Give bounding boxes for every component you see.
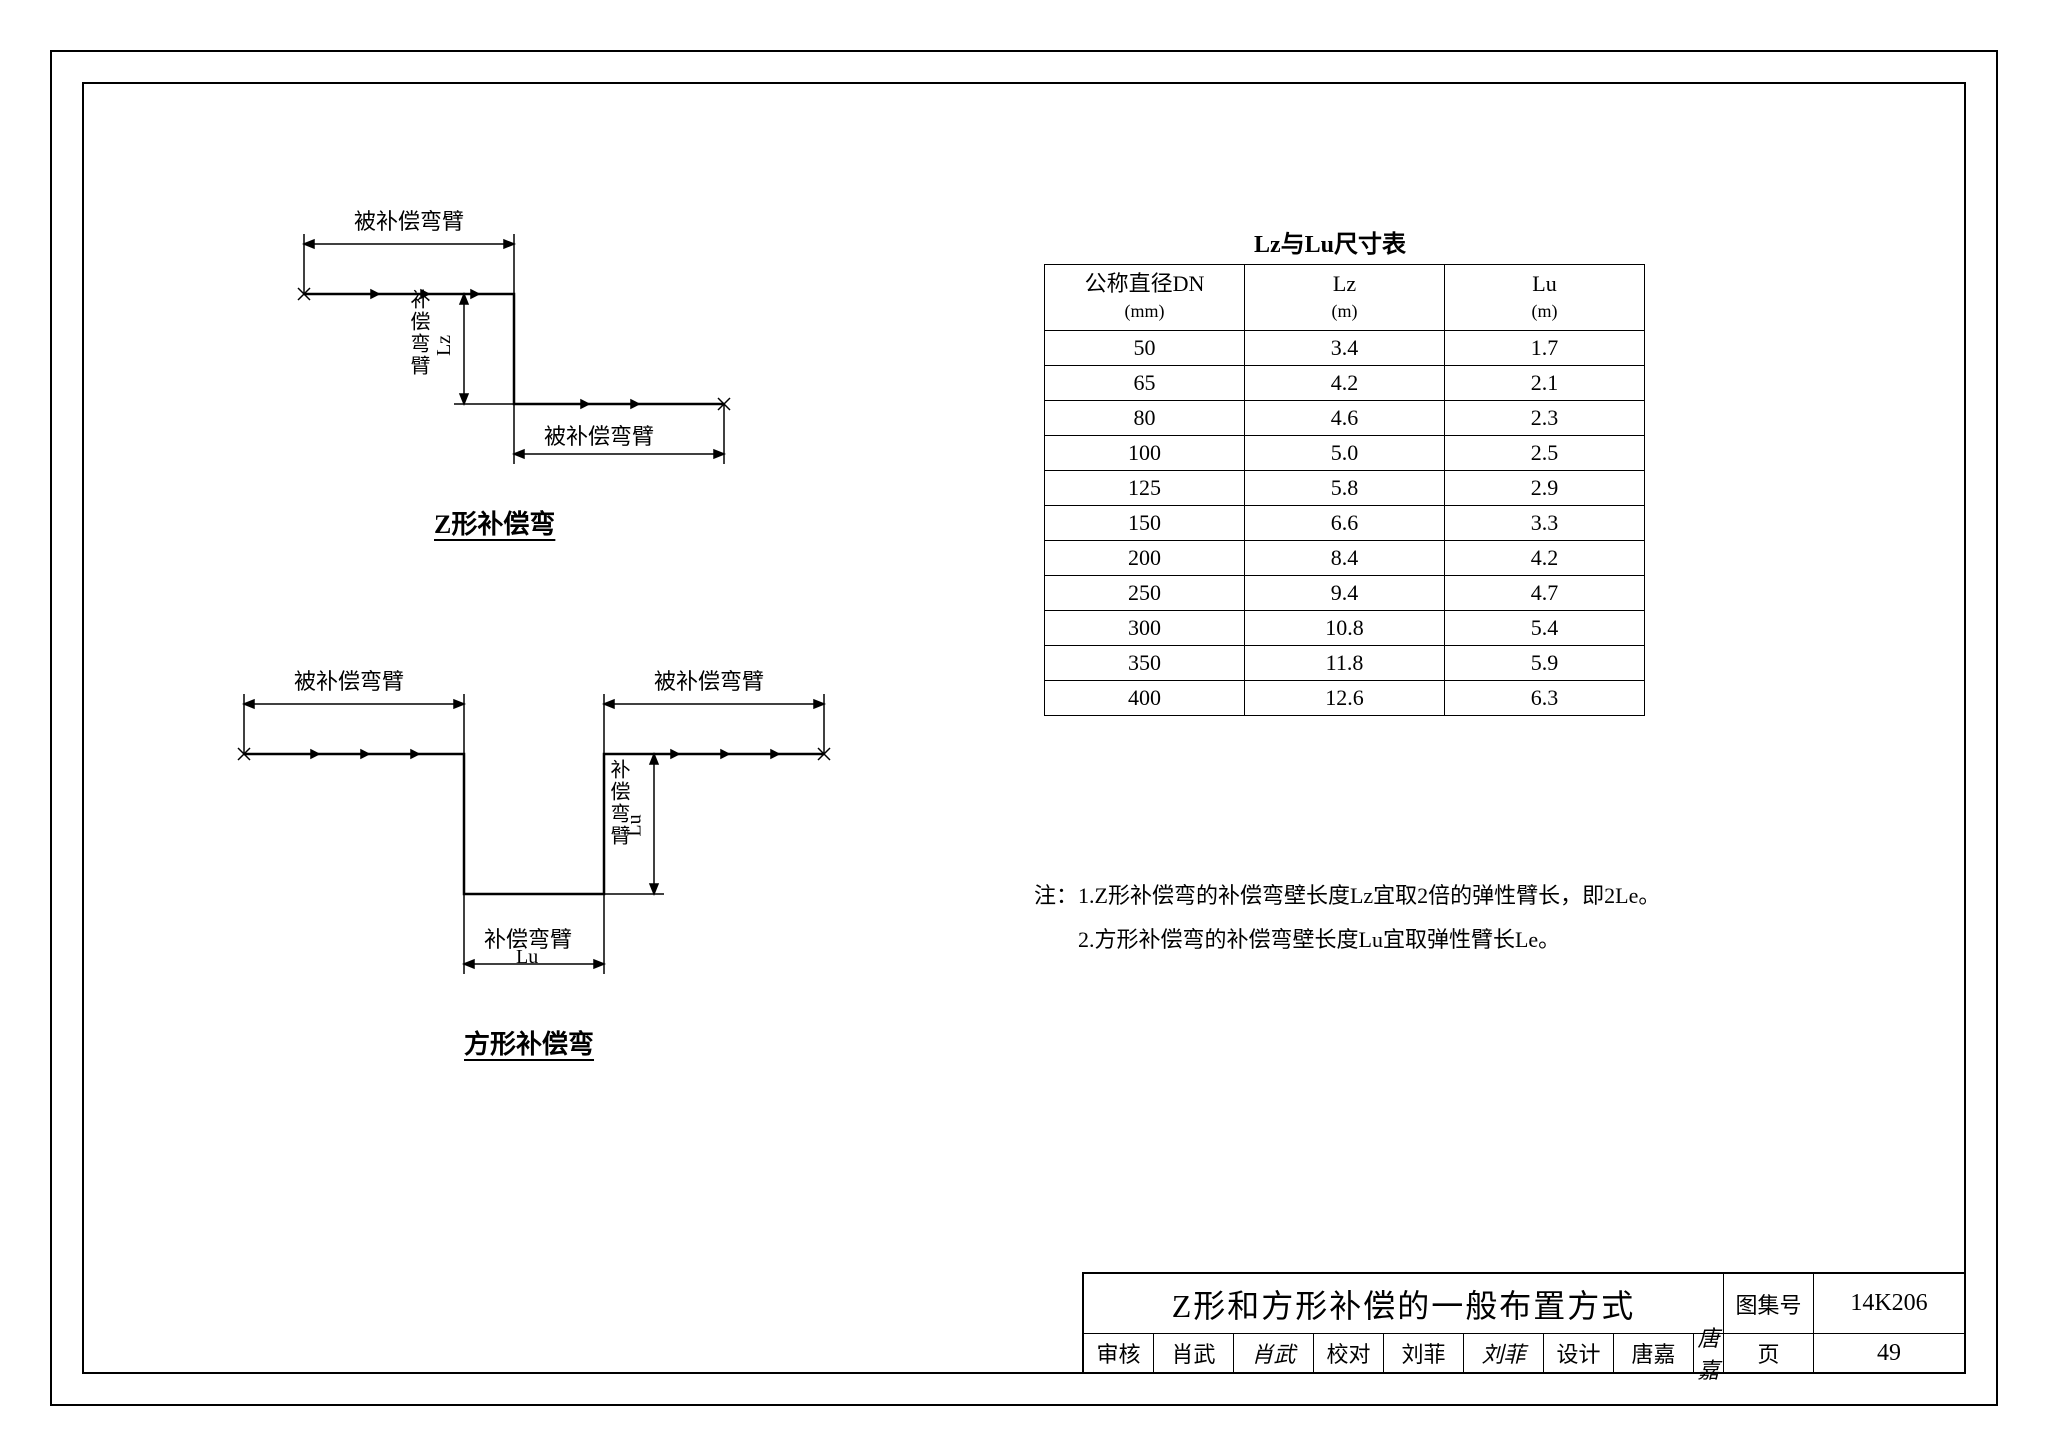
note-2: 2.方形补偿弯的补偿弯壁长度Lu宜取弹性臂长Le。: [1078, 927, 1560, 952]
table-cell: 5.8: [1245, 470, 1445, 505]
atlas-value: 14K206: [1814, 1274, 1964, 1333]
u-caption: 方形补偿弯: [464, 1024, 594, 1061]
notes-block: 注：1.Z形补偿弯的补偿弯壁长度Lz宜取2倍的弹性臂长，即2Le。 注：2.方形…: [1034, 874, 1660, 962]
review-name: 肖武: [1154, 1334, 1234, 1372]
notes-prefix: 注：: [1034, 883, 1078, 908]
table-row: 1506.63.3: [1045, 505, 1645, 540]
z-label-bottom: 被补偿弯臂: [544, 419, 654, 451]
drawing-content: 被补偿弯臂 被补偿弯臂 补偿弯臂 Lz Z形补偿弯: [84, 84, 1964, 1372]
title-block-row2: 审核 肖武 肖武 校对 刘菲 刘菲 设计 唐嘉 唐嘉 页 49: [1084, 1334, 1964, 1372]
table-row: 40012.66.3: [1045, 680, 1645, 715]
table-row: 35011.85.9: [1045, 645, 1645, 680]
table-cell: 4.6: [1245, 400, 1445, 435]
u-label-top-right: 被补偿弯臂: [654, 664, 764, 696]
table-cell: 100: [1045, 435, 1245, 470]
lz-lu-table: 公称直径DN(mm)Lz(m)Lu(m)503.41.7654.22.1804.…: [1044, 264, 1645, 716]
design-label: 设计: [1544, 1334, 1614, 1372]
diagram-z-shape: 被补偿弯臂 被补偿弯臂 补偿弯臂 Lz Z形补偿弯: [284, 204, 784, 484]
table-row: 503.41.7: [1045, 330, 1645, 365]
table-cell: 4.7: [1445, 575, 1645, 610]
z-shape-svg: [284, 204, 784, 464]
table-cell: 2.1: [1445, 365, 1645, 400]
table-cell: 12.6: [1245, 680, 1445, 715]
table-cell: 80: [1045, 400, 1245, 435]
table-row: 1005.02.5: [1045, 435, 1645, 470]
table-header: Lu(m): [1445, 265, 1645, 331]
review-sig: 肖武: [1234, 1334, 1314, 1372]
table-row: 30010.85.4: [1045, 610, 1645, 645]
table-header: Lz(m): [1245, 265, 1445, 331]
outer-frame: 被补偿弯臂 被补偿弯臂 补偿弯臂 Lz Z形补偿弯: [50, 50, 1998, 1406]
drawing-title: Z形和方形补偿的一般布置方式: [1084, 1274, 1724, 1333]
table-cell: 2.9: [1445, 470, 1645, 505]
table-cell: 125: [1045, 470, 1245, 505]
atlas-label: 图集号: [1724, 1274, 1814, 1333]
z-label-top: 被补偿弯臂: [354, 204, 464, 236]
table-row: 2008.44.2: [1045, 540, 1645, 575]
table-cell: 3.3: [1445, 505, 1645, 540]
table-cell: 6.6: [1245, 505, 1445, 540]
inner-frame: 被补偿弯臂 被补偿弯臂 补偿弯臂 Lz Z形补偿弯: [82, 82, 1966, 1374]
check-label: 校对: [1314, 1334, 1384, 1372]
table-cell: 8.4: [1245, 540, 1445, 575]
table-cell: 3.4: [1245, 330, 1445, 365]
table-cell: 2.3: [1445, 400, 1645, 435]
design-name: 唐嘉: [1614, 1334, 1694, 1372]
table-cell: 6.3: [1445, 680, 1645, 715]
table-row: 1255.82.9: [1045, 470, 1645, 505]
page-value: 49: [1814, 1334, 1964, 1372]
page-label: 页: [1724, 1334, 1814, 1372]
table-title: Lz与Lu尺寸表: [1254, 224, 1406, 259]
z-label-lz: Lz: [433, 335, 456, 356]
table-cell: 2.5: [1445, 435, 1645, 470]
table-cell: 4.2: [1445, 540, 1645, 575]
table-cell: 400: [1045, 680, 1245, 715]
table-cell: 250: [1045, 575, 1245, 610]
table-cell: 11.8: [1245, 645, 1445, 680]
z-caption: Z形补偿弯: [434, 504, 555, 541]
table-cell: 65: [1045, 365, 1245, 400]
table-cell: 1.7: [1445, 330, 1645, 365]
table-row: 654.22.1: [1045, 365, 1645, 400]
table-cell: 9.4: [1245, 575, 1445, 610]
table-cell: 150: [1045, 505, 1245, 540]
u-label-lu-v: Lu: [624, 814, 647, 836]
table-cell: 5.9: [1445, 645, 1645, 680]
review-label: 审核: [1084, 1334, 1154, 1372]
check-sig: 刘菲: [1464, 1334, 1544, 1372]
diagram-u-shape: 被补偿弯臂 被补偿弯臂 补偿弯臂 Lu 补偿弯臂 Lu 方形补偿弯: [224, 664, 844, 1064]
table-cell: 5.0: [1245, 435, 1445, 470]
table-cell: 350: [1045, 645, 1245, 680]
table-cell: 10.8: [1245, 610, 1445, 645]
u-label-lu-h: Lu: [516, 946, 538, 969]
table-cell: 5.4: [1445, 610, 1645, 645]
table-cell: 300: [1045, 610, 1245, 645]
table-cell: 4.2: [1245, 365, 1445, 400]
check-name: 刘菲: [1384, 1334, 1464, 1372]
table-row: 2509.44.7: [1045, 575, 1645, 610]
table-cell: 200: [1045, 540, 1245, 575]
design-sig: 唐嘉: [1694, 1334, 1724, 1372]
table-row: 804.62.3: [1045, 400, 1645, 435]
title-block: Z形和方形补偿的一般布置方式 图集号 14K206 审核 肖武 肖武 校对 刘菲…: [1082, 1272, 1964, 1372]
z-label-side: 补偿弯臂: [404, 289, 433, 377]
table-header: 公称直径DN(mm): [1045, 265, 1245, 331]
note-1: 1.Z形补偿弯的补偿弯壁长度Lz宜取2倍的弹性臂长，即2Le。: [1078, 883, 1660, 908]
u-label-top-left: 被补偿弯臂: [294, 664, 404, 696]
title-block-row1: Z形和方形补偿的一般布置方式 图集号 14K206: [1084, 1274, 1964, 1334]
table-cell: 50: [1045, 330, 1245, 365]
